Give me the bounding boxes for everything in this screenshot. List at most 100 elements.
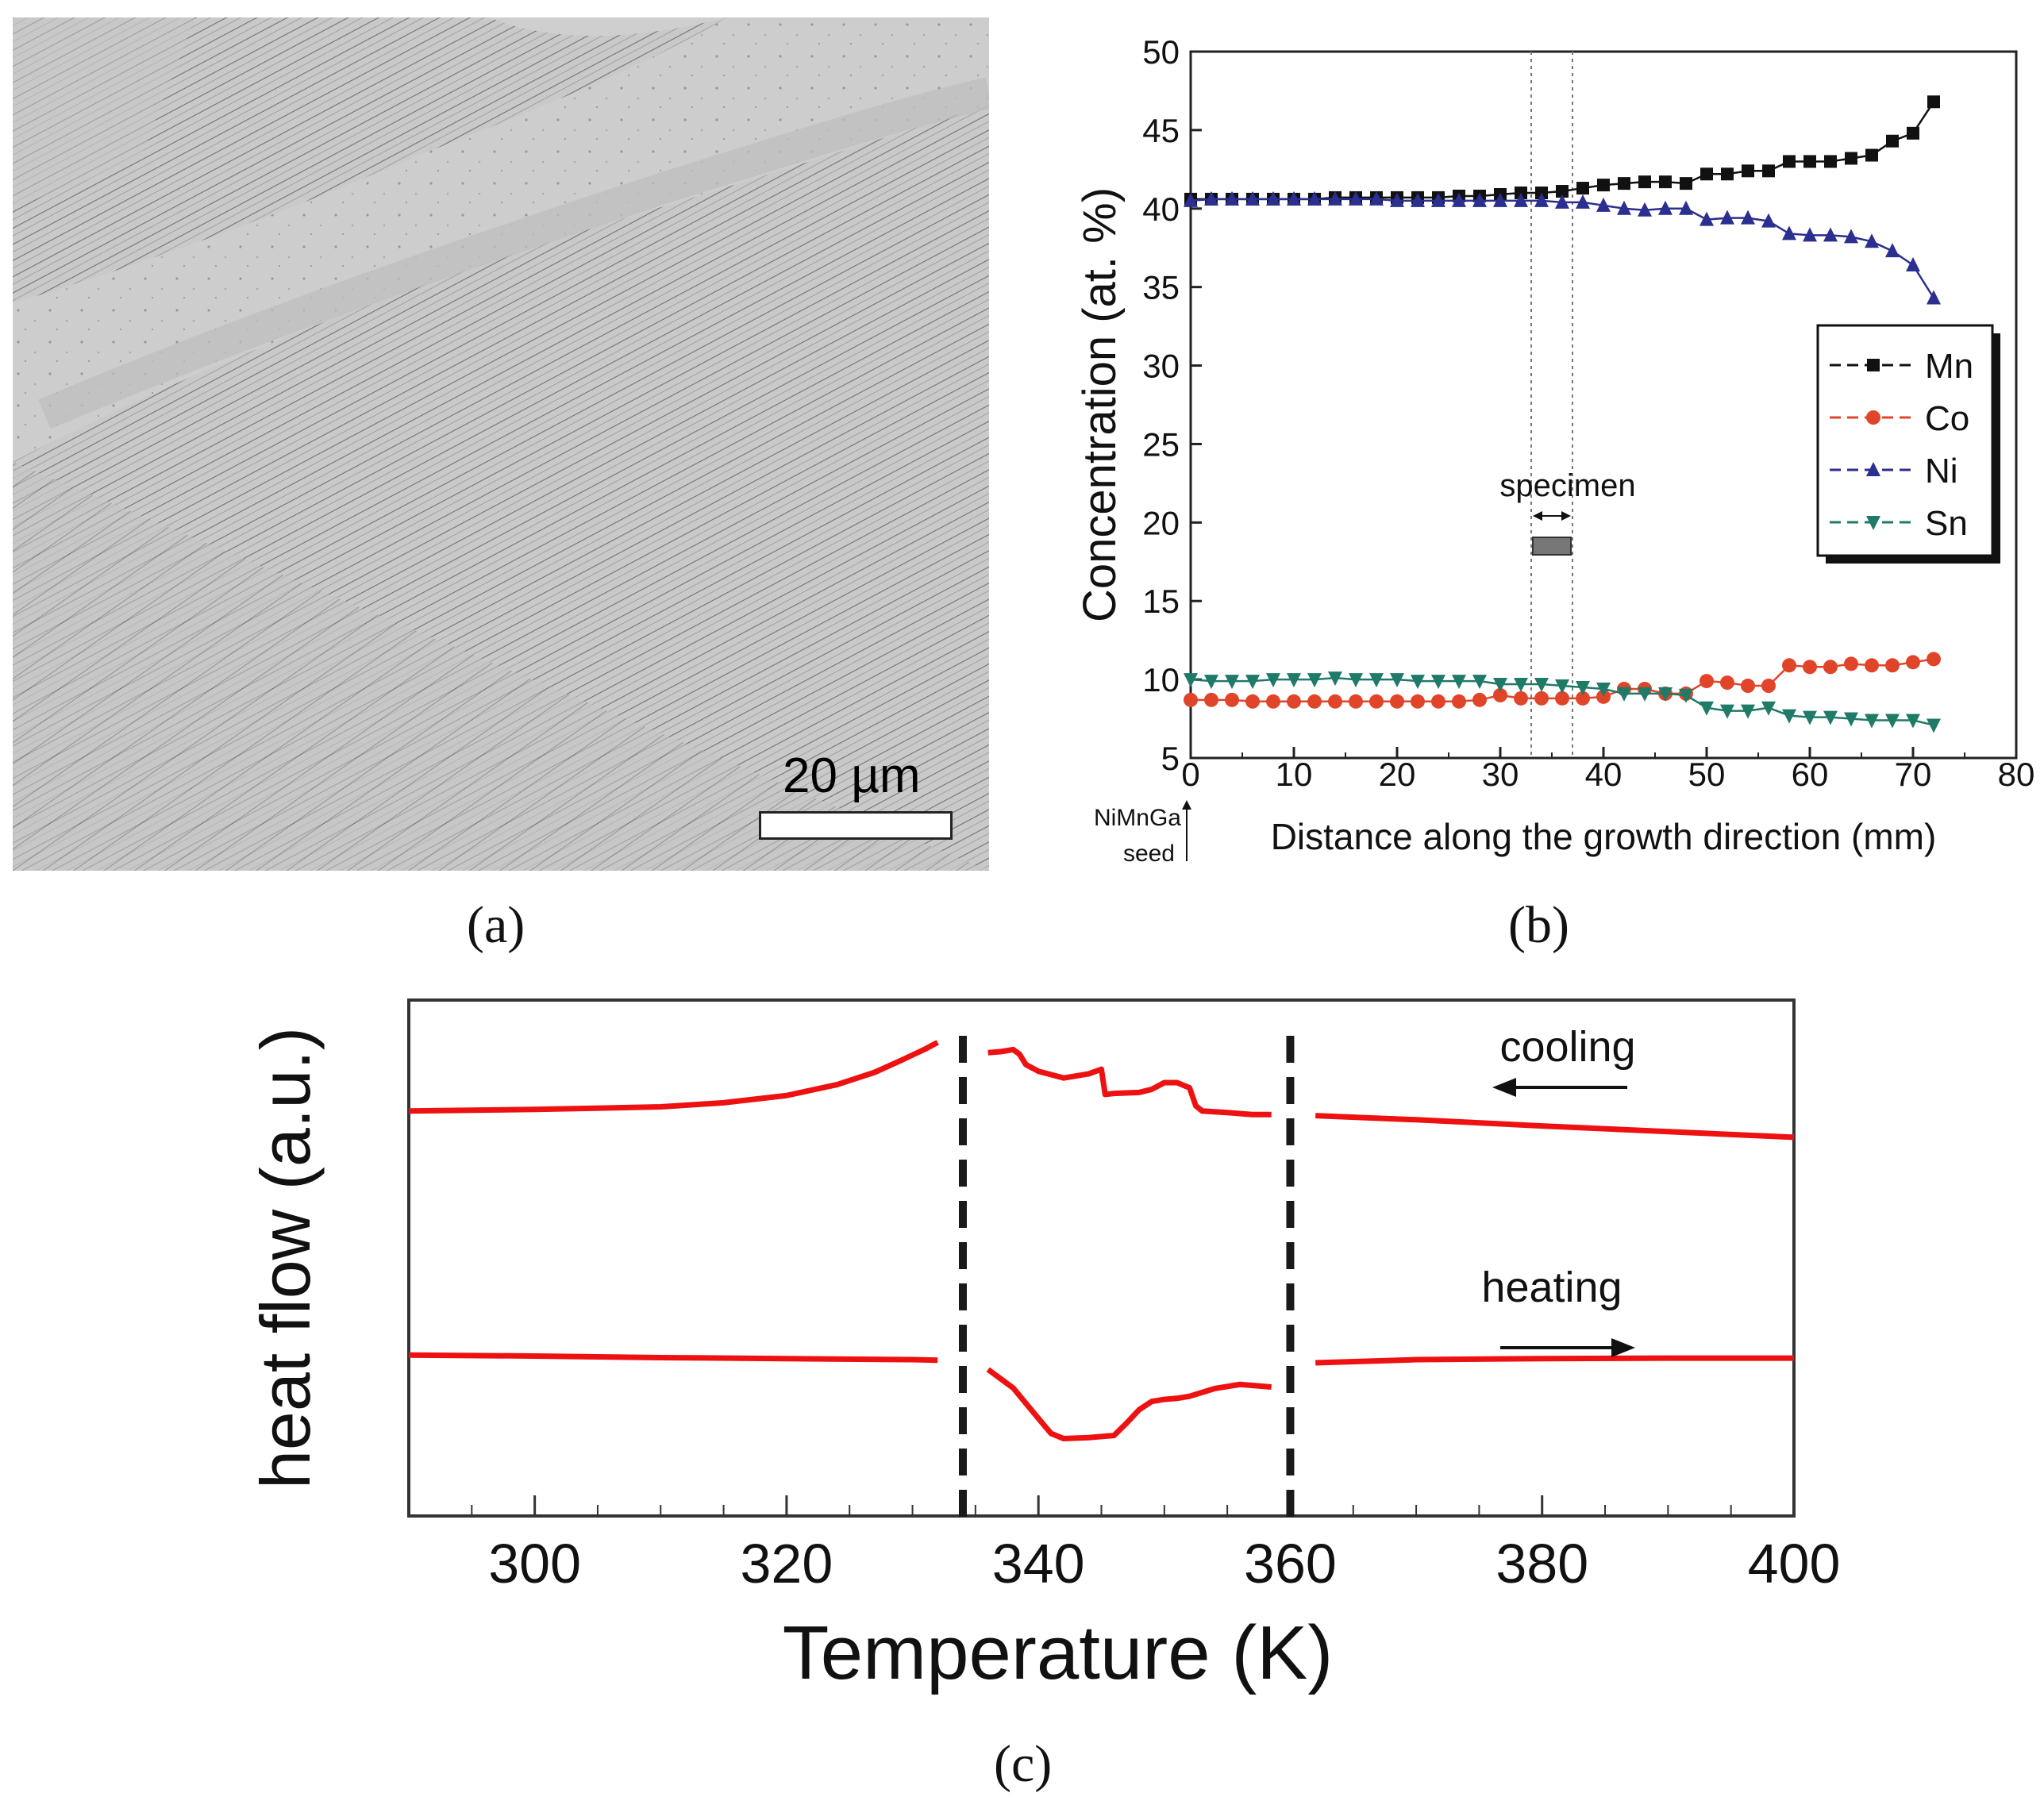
data-point-mn (1267, 192, 1280, 206)
data-point-ni (1844, 229, 1858, 244)
data-point-co (1927, 652, 1941, 667)
data-point-co (1865, 658, 1879, 673)
data-point-co (1245, 694, 1260, 709)
y-tick-label-b: 30 (1142, 348, 1180, 385)
data-point-sn (1493, 678, 1507, 693)
dsc-segment-cooling (408, 1040, 939, 1114)
panel-label-c: (c) (994, 1735, 1053, 1793)
data-point-co (1225, 692, 1239, 707)
data-point-ni (1307, 190, 1322, 206)
legend-label-mn: Mn (1925, 347, 1973, 386)
x-tick-label-b: 30 (1482, 756, 1519, 793)
data-point-sn (1906, 714, 1920, 729)
data-point-mn (1680, 177, 1692, 190)
data-point-ni (1184, 192, 1198, 207)
legend-marker-mn (1867, 359, 1880, 371)
data-point-co (1576, 691, 1590, 706)
legend-label-co: Co (1925, 399, 1969, 438)
data-point-co (1761, 679, 1776, 694)
data-point-co (1204, 692, 1218, 707)
data-point-mn (1349, 190, 1362, 204)
data-point-sn (1823, 710, 1838, 725)
x-tick-label-b: 70 (1895, 756, 1932, 793)
data-point-mn (1907, 126, 1919, 140)
data-point-ni (1245, 190, 1260, 206)
data-point-sn (1927, 718, 1941, 733)
data-point-co (1555, 691, 1569, 706)
data-point-mn (1329, 190, 1341, 204)
data-point-ni (1741, 210, 1755, 225)
series-line-mn (1191, 101, 1935, 201)
legend-box (1816, 324, 1994, 557)
data-point-mn (1576, 182, 1589, 195)
data-point-mn (1886, 134, 1899, 148)
data-point-ni (1204, 190, 1218, 206)
legend-shadow (1826, 333, 2000, 564)
micrograph-texture (13, 17, 989, 871)
panel-label-a: (a) (467, 896, 525, 954)
data-point-ni (1266, 190, 1280, 206)
data-point-mn (1597, 179, 1610, 192)
x-tick-label-c: 380 (1495, 1533, 1588, 1595)
data-point-sn (1266, 673, 1280, 688)
data-point-co (1844, 656, 1858, 671)
data-point-sn (1287, 673, 1301, 688)
data-point-co (1472, 692, 1487, 707)
legend-label-ni: Ni (1925, 452, 1958, 491)
scale-bar-label: 20 µm (783, 748, 921, 803)
data-point-sn (1184, 673, 1198, 688)
data-point-sn (1514, 678, 1528, 693)
micrograph-image: 20 µm (13, 17, 989, 871)
data-point-ni (1865, 233, 1879, 248)
data-point-co (1658, 686, 1673, 701)
legend-marker-ni (1866, 462, 1880, 476)
data-point-sn (1679, 688, 1693, 703)
data-point-sn (1204, 675, 1218, 690)
dsc-segment-heating (986, 1367, 1272, 1441)
data-point-co (1287, 694, 1301, 709)
data-point-ni (1369, 190, 1384, 206)
data-point-sn (1369, 673, 1384, 688)
y-tick-label-b: 50 (1142, 33, 1180, 71)
data-point-ni (1761, 213, 1776, 228)
seed-arrow-head (1182, 800, 1191, 810)
data-point-sn (1803, 710, 1817, 725)
data-point-co (1431, 694, 1445, 709)
y-tick-label-b: 20 (1142, 504, 1180, 541)
data-point-ni (1638, 202, 1652, 217)
series-line-co (1191, 658, 1934, 703)
series-sn (1184, 671, 1941, 733)
data-point-sn (1307, 673, 1322, 688)
data-point-sn (1865, 714, 1879, 729)
data-point-sn (1699, 701, 1714, 716)
data-point-ni (1720, 210, 1734, 225)
series-co (1184, 652, 1941, 709)
data-point-sn (1555, 679, 1569, 694)
data-point-sn (1534, 678, 1549, 693)
data-point-ni (1452, 192, 1466, 207)
x-tick-label-b: 60 (1792, 756, 1829, 793)
data-point-mn (1700, 167, 1713, 181)
data-point-co (1720, 675, 1734, 691)
data-point-sn (1741, 704, 1755, 719)
data-point-mn (1453, 189, 1465, 202)
data-point-co (1617, 681, 1631, 696)
data-point-sn (1782, 709, 1796, 724)
plot-frame-c (407, 998, 1796, 1518)
data-point-ni (1514, 192, 1528, 207)
data-point-sn (1411, 675, 1425, 690)
data-point-mn (1515, 187, 1527, 199)
x-tick-label-c: 300 (488, 1533, 581, 1595)
specimen-label: specimen (1499, 468, 1635, 503)
heating-arrow-head (1611, 1338, 1635, 1357)
data-point-mn (1432, 190, 1445, 204)
data-point-ni (1699, 211, 1714, 226)
data-point-mn (1638, 175, 1651, 189)
data-point-mn (1370, 190, 1383, 204)
data-point-co (1679, 686, 1693, 701)
data-point-sn (1761, 701, 1776, 716)
data-point-ni (1225, 190, 1239, 206)
data-point-ni (1390, 192, 1404, 207)
dsc-curve-heating (408, 1352, 1794, 1441)
legend-label-sn: Sn (1925, 504, 1968, 543)
